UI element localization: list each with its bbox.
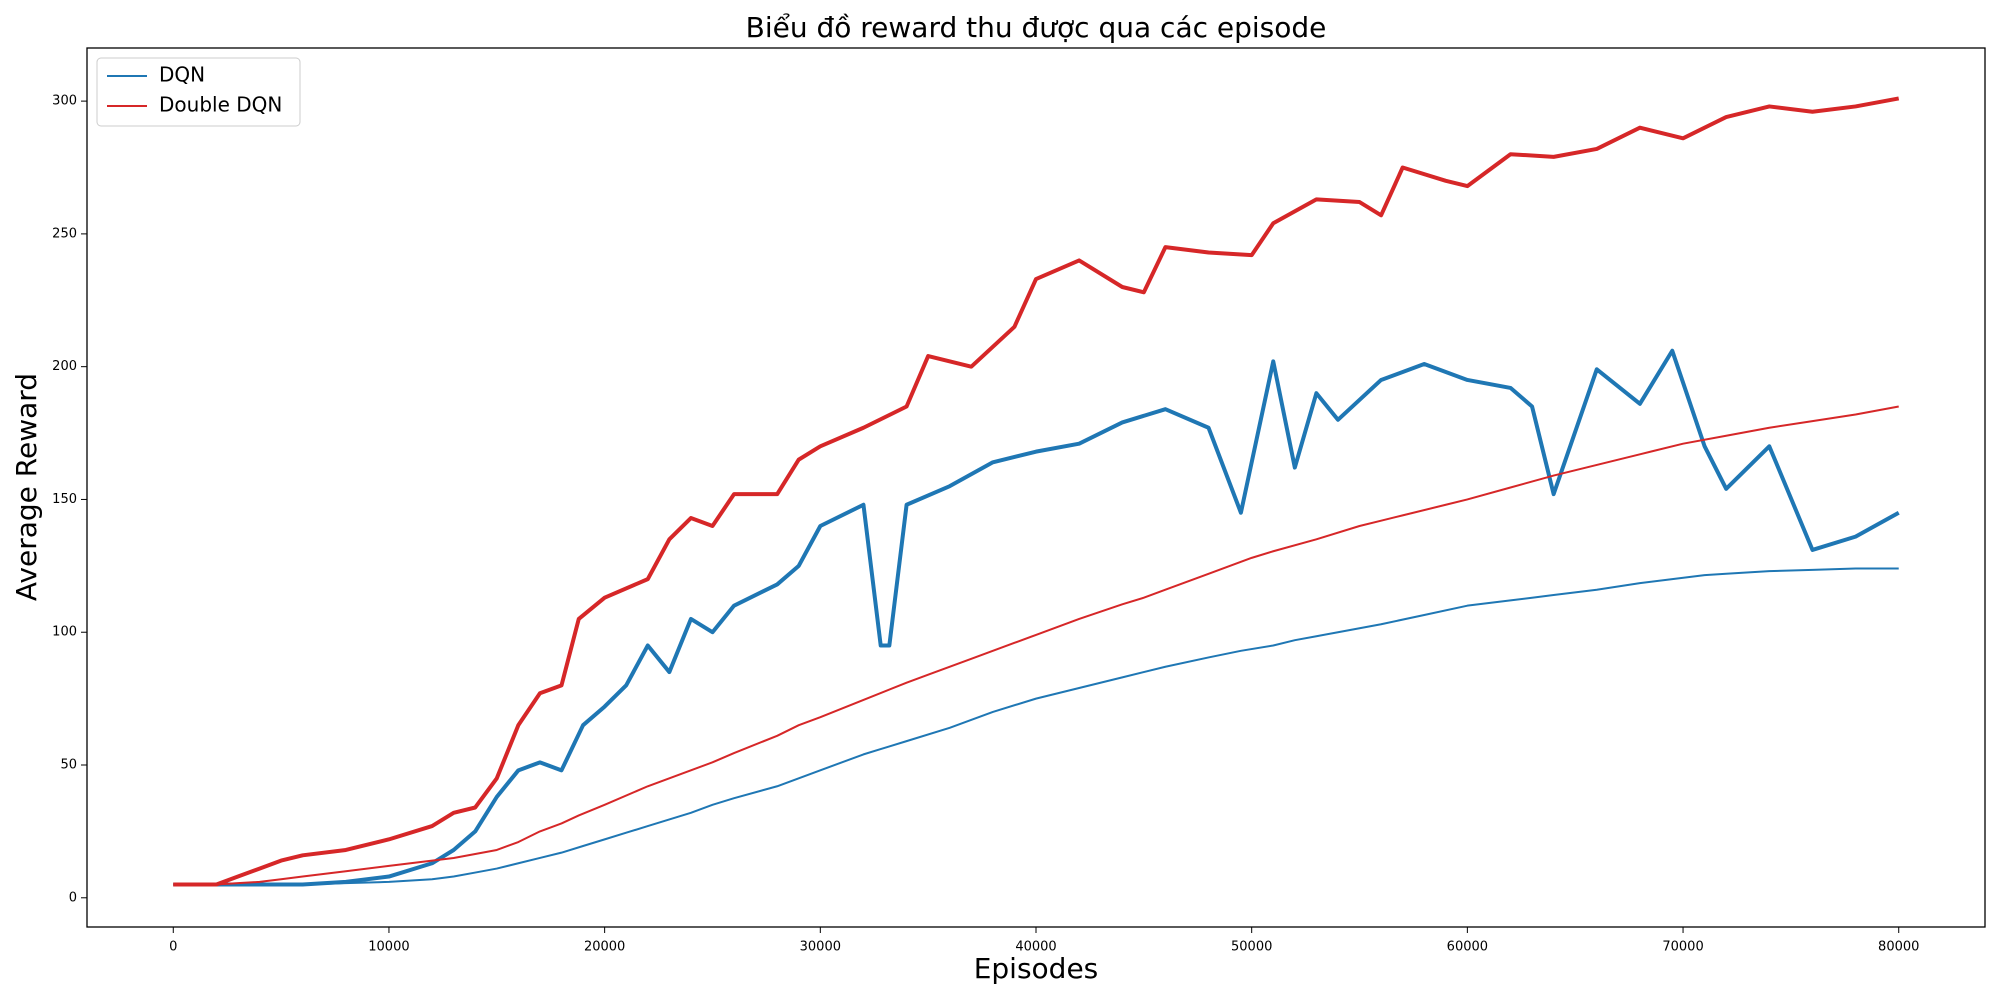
y-tick-label: 50: [60, 758, 77, 773]
legend-box: [96, 57, 301, 127]
plot-frame: [86, 47, 1986, 928]
x-tick-label: 60000: [1447, 940, 1488, 955]
chart-title: Biểu đồ reward thu được qua các episode: [746, 11, 1327, 44]
x-tick-label: 40000: [1015, 940, 1056, 955]
series-line: [173, 348, 1900, 887]
x-axis-label: Episodes: [974, 952, 1099, 985]
x-tick-label: 30000: [800, 940, 841, 955]
series-line: [173, 96, 1900, 887]
y-axis-label: Average Reward: [10, 373, 43, 601]
running-mean-line: [173, 405, 1899, 886]
y-tick-label: 300: [52, 94, 77, 109]
x-tick-label: 80000: [1878, 940, 1919, 955]
x-tick-label: 0: [169, 940, 177, 955]
y-tick-label: 200: [52, 359, 77, 374]
y-tick-label: 250: [52, 226, 77, 241]
y-tick-label: 150: [52, 492, 77, 507]
legend-label: Double DQN: [159, 93, 282, 117]
x-tick-label: 10000: [368, 940, 409, 955]
y-tick-label: 0: [69, 890, 77, 905]
x-tick-label: 20000: [584, 940, 625, 955]
y-tick-label: 100: [52, 625, 77, 640]
x-tick-label: 70000: [1662, 940, 1703, 955]
legend-label: DQN: [159, 63, 205, 87]
x-tick-label: 50000: [1231, 940, 1272, 955]
running-mean-line: [173, 567, 1899, 886]
